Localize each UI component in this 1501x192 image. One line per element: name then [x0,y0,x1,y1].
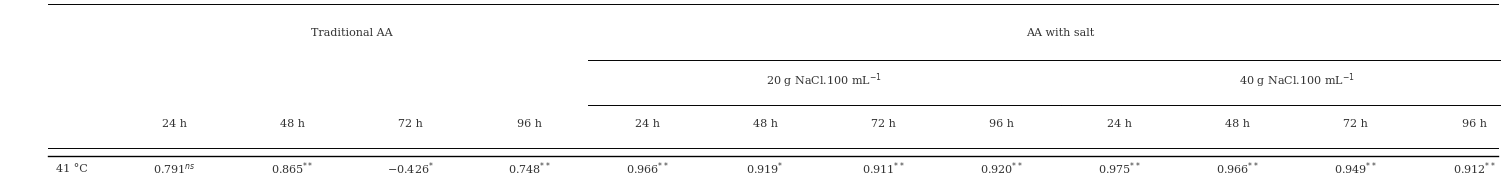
Text: Traditional AA: Traditional AA [311,28,393,38]
Text: 0.949$^{**}$: 0.949$^{**}$ [1334,161,1378,177]
Text: 0.908$^{**}$: 0.908$^{**}$ [862,191,905,192]
Text: 0.865$^{**}$: 0.865$^{**}$ [272,161,314,177]
Text: 72 h: 72 h [1343,119,1369,129]
Text: 72 h: 72 h [398,119,423,129]
Text: 0.943$^{**}$: 0.943$^{**}$ [1099,191,1141,192]
Text: 0.791$^{ns}$: 0.791$^{ns}$ [153,162,197,176]
Text: 0.975$^{**}$: 0.975$^{**}$ [1099,161,1141,177]
Text: 96 h: 96 h [1462,119,1486,129]
Text: 96 h: 96 h [989,119,1015,129]
Text: 24 h: 24 h [162,119,188,129]
Text: 0.748$^{**}$: 0.748$^{**}$ [507,161,551,177]
Text: 24 h: 24 h [1108,119,1132,129]
Text: 0.920$^{**}$: 0.920$^{**}$ [980,161,1022,177]
Text: 41 °C: 41 °C [56,164,87,174]
Text: 0.911$^{**}$: 0.911$^{**}$ [862,161,905,177]
Text: 0.923$^{**}$: 0.923$^{**}$ [626,191,668,192]
Text: 0.966$^{**}$: 0.966$^{**}$ [626,161,668,177]
Text: 24 h: 24 h [635,119,659,129]
Text: 48 h: 48 h [754,119,778,129]
Text: 20 g NaCl.100 mL$^{-1}$: 20 g NaCl.100 mL$^{-1}$ [767,71,883,90]
Text: 0.972$^{**}$: 0.972$^{**}$ [1216,191,1259,192]
Text: 0.863$^{**}$: 0.863$^{**}$ [153,191,197,192]
Text: 0.966$^{**}$: 0.966$^{**}$ [1216,161,1259,177]
Text: 72 h: 72 h [871,119,896,129]
Text: 48 h: 48 h [1225,119,1250,129]
Text: 0.947$^{*}$: 0.947$^{*}$ [746,191,784,192]
Text: 0.912$^{**}$: 0.912$^{**}$ [1453,161,1495,177]
Text: 96 h: 96 h [516,119,542,129]
Text: −0.426$^{*}$: −0.426$^{*}$ [387,161,434,177]
Text: 48 h: 48 h [281,119,305,129]
Text: 0.936$^{**}$: 0.936$^{**}$ [1334,191,1378,192]
Text: AA with salt: AA with salt [1027,28,1094,38]
Text: 40 g NaCl.100 mL$^{-1}$: 40 g NaCl.100 mL$^{-1}$ [1238,71,1355,90]
Text: 0.919$^{*}$: 0.919$^{*}$ [746,161,784,177]
